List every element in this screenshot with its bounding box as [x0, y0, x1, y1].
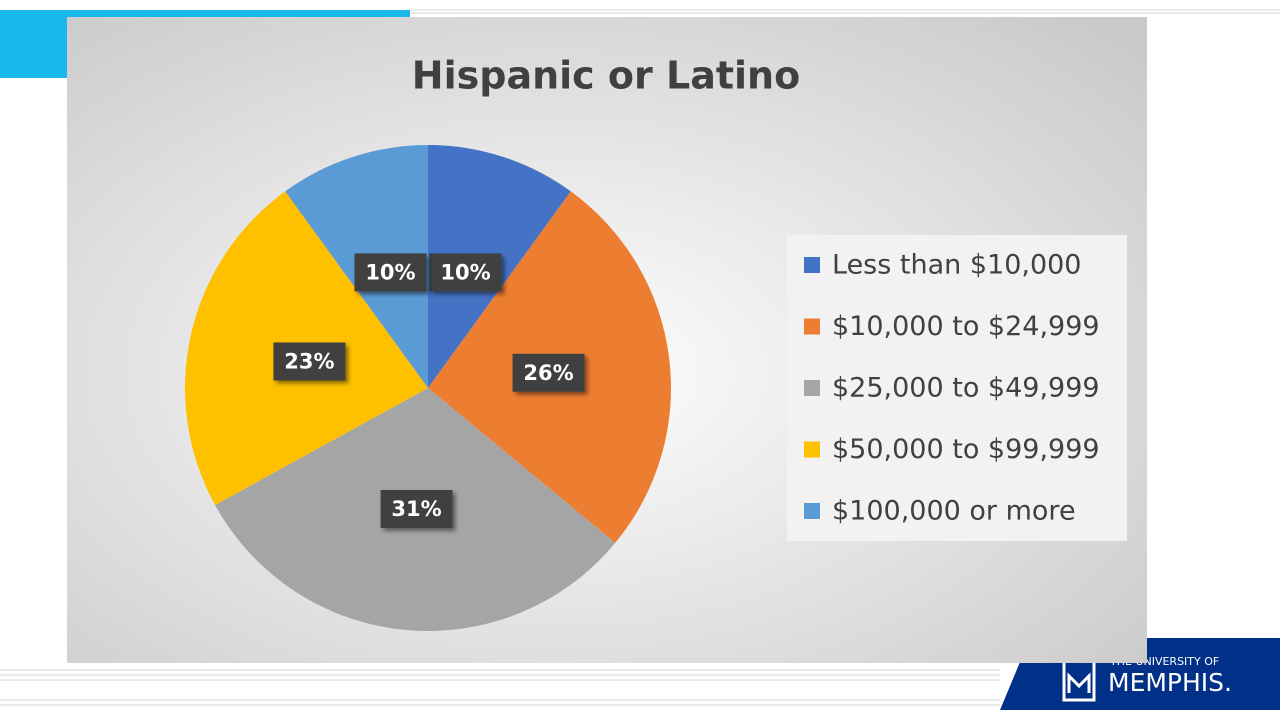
- data-label: 26%: [512, 353, 585, 392]
- data-label-box: [512, 353, 585, 392]
- legend-label: $50,000 to $99,999: [832, 434, 1100, 465]
- chart-title: Hispanic or Latino: [412, 54, 800, 98]
- legend-swatch: [804, 318, 820, 335]
- data-label: 10%: [429, 253, 502, 292]
- data-label-text: 31%: [391, 497, 441, 521]
- legend-label: Less than $10,000: [832, 250, 1082, 281]
- decor-lines: [0, 9, 1280, 706]
- legend-label: $25,000 to $49,999: [832, 373, 1100, 404]
- legend-swatch: [804, 257, 820, 273]
- data-label: 31%: [380, 489, 453, 528]
- data-label: 23%: [273, 342, 346, 381]
- data-label-text: 23%: [284, 349, 334, 373]
- data-label-box: [429, 253, 502, 292]
- data-label-text: 10%: [440, 260, 490, 284]
- logo-text: MEMPHIS.: [1108, 668, 1232, 697]
- legend-swatch: [804, 503, 820, 519]
- legend-label: $100,000 or more: [832, 496, 1076, 527]
- legend-label: $10,000 to $24,999: [832, 311, 1100, 342]
- data-label-box: [354, 253, 427, 292]
- data-labels: 10% 26% 31% 23% 10%: [273, 253, 585, 528]
- data-label-text: 26%: [523, 361, 573, 385]
- pie: [185, 145, 671, 631]
- legend-box: [787, 235, 1127, 541]
- legend-swatch: [804, 441, 820, 458]
- legend-swatch: [804, 380, 820, 396]
- data-label-box: [380, 489, 453, 528]
- legend: Less than $10,000 $10,000 to $24,999 $25,0…: [804, 250, 1100, 527]
- data-label-text: 10%: [365, 260, 415, 284]
- data-label: 10%: [354, 253, 427, 292]
- data-label-box: [273, 342, 346, 381]
